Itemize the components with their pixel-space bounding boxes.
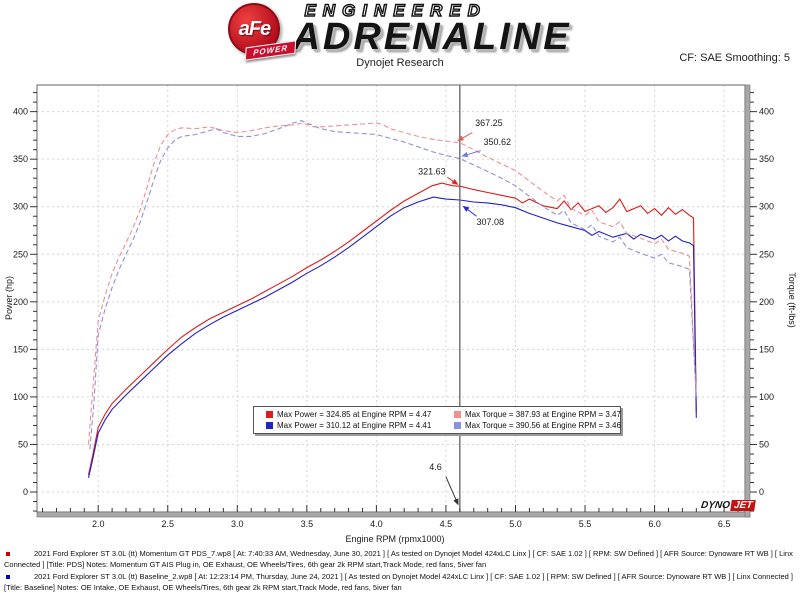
afe-brand-text: aFe xyxy=(238,17,271,40)
svg-text:2.0: 2.0 xyxy=(92,519,105,529)
svg-text:6.5: 6.5 xyxy=(718,519,731,529)
svg-text:100: 100 xyxy=(759,392,774,402)
legend-label: Max Power = 324.85 at Engine RPM = 4.47 xyxy=(277,410,432,419)
svg-text:150: 150 xyxy=(13,344,28,354)
legend-item-max-torque-pds: Max Torque = 387.93 at Engine RPM = 3.47 xyxy=(454,410,621,419)
svg-text:350: 350 xyxy=(759,154,774,164)
svg-text:50: 50 xyxy=(18,439,28,449)
afe-power-roundel-icon: aFe POWER xyxy=(228,3,297,61)
svg-text:250: 250 xyxy=(759,249,774,259)
run-info-baseline: 2021 Ford Explorer ST 3.0L (tt) Baseline… xyxy=(2,572,796,593)
report-title: Dynojet Research xyxy=(356,57,444,69)
smoothing-setting: CF: SAE Smoothing: 5 xyxy=(679,52,790,64)
legend-swatch-blue xyxy=(266,422,273,429)
svg-text:3.5: 3.5 xyxy=(301,519,314,529)
svg-text:321.63: 321.63 xyxy=(418,166,446,176)
dynojet-logo-dyno: DYNO xyxy=(700,500,731,511)
legend-item-max-power-baseline: Max Power = 310.12 at Engine RPM = 4.41 xyxy=(266,421,454,430)
svg-text:2.5: 2.5 xyxy=(161,519,174,529)
svg-text:0: 0 xyxy=(23,487,28,497)
svg-text:50: 50 xyxy=(759,439,769,449)
dynojet-logo: DYNO JET xyxy=(700,500,757,511)
legend-item-max-power-pds: Max Power = 324.85 at Engine RPM = 4.47 xyxy=(266,410,454,419)
engineered-text: ENGINEERED xyxy=(304,1,487,20)
svg-text:250: 250 xyxy=(13,249,28,259)
legend-item-max-torque-baseline: Max Torque = 390.56 at Engine RPM = 3.46 xyxy=(454,421,621,430)
legend-swatch-lightblue xyxy=(454,422,461,429)
svg-text:Engine RPM (rpmx1000): Engine RPM (rpmx1000) xyxy=(345,534,444,544)
svg-text:200: 200 xyxy=(13,297,28,307)
legend-swatch-salmon xyxy=(454,411,461,418)
svg-text:5.5: 5.5 xyxy=(579,519,592,529)
svg-text:150: 150 xyxy=(759,344,774,354)
chart-legend: Max Power = 324.85 at Engine RPM = 4.47 … xyxy=(253,406,621,434)
run-info-text: 2021 Ford Explorer ST 3.0L (tt) Baseline… xyxy=(4,572,793,592)
svg-text:300: 300 xyxy=(759,202,774,212)
dyno-chart-plot[interactable]: 2.0 2.5 3.0 3.5 4.0 4.5 5.0 5.5 6.0 6.5 0 0 50 50 100 1… xyxy=(0,0,800,548)
svg-text:3.0: 3.0 xyxy=(231,519,244,529)
svg-text:5.0: 5.0 xyxy=(509,519,522,529)
run-info-text: 2021 Ford Explorer ST 3.0L (tt) Momentum… xyxy=(4,549,793,569)
run-marker-blue xyxy=(6,575,10,579)
adrenaline-text: ADRENALINE xyxy=(292,16,572,58)
svg-text:400: 400 xyxy=(13,107,28,117)
svg-text:4.5: 4.5 xyxy=(440,519,453,529)
run-marker-red xyxy=(6,552,10,556)
svg-text:Power (hp): Power (hp) xyxy=(4,276,14,320)
svg-text:367.25: 367.25 xyxy=(475,118,503,128)
run-info-momentum: 2021 Ford Explorer ST 3.0L (tt) Momentum… xyxy=(2,549,796,570)
afe-logo: aFe POWER ENGINEERED ADRENALINE xyxy=(0,1,800,61)
svg-text:200: 200 xyxy=(759,297,774,307)
svg-text:350: 350 xyxy=(13,154,28,164)
run-info-footer: 2021 Ford Explorer ST 3.0L (tt) Momentum… xyxy=(2,549,796,595)
brand-wordmark: ENGINEERED ADRENALINE xyxy=(292,1,572,58)
legend-swatch-red xyxy=(266,411,273,418)
svg-text:6.0: 6.0 xyxy=(648,519,661,529)
legend-label: Max Power = 310.12 at Engine RPM = 4.41 xyxy=(277,421,432,430)
legend-label: Max Torque = 387.93 at Engine RPM = 3.47 xyxy=(465,410,621,419)
svg-text:307.08: 307.08 xyxy=(477,217,505,227)
dynojet-logo-jet: JET xyxy=(730,500,757,511)
svg-text:300: 300 xyxy=(13,202,28,212)
legend-label: Max Torque = 390.56 at Engine RPM = 3.46 xyxy=(465,421,621,430)
svg-text:400: 400 xyxy=(759,107,774,117)
svg-text:4.6: 4.6 xyxy=(429,462,442,472)
svg-text:100: 100 xyxy=(13,392,28,402)
svg-text:Torque (ft-lbs): Torque (ft-lbs) xyxy=(787,272,797,328)
svg-text:350.62: 350.62 xyxy=(483,137,511,147)
svg-text:0: 0 xyxy=(759,487,764,497)
svg-text:4.0: 4.0 xyxy=(370,519,383,529)
